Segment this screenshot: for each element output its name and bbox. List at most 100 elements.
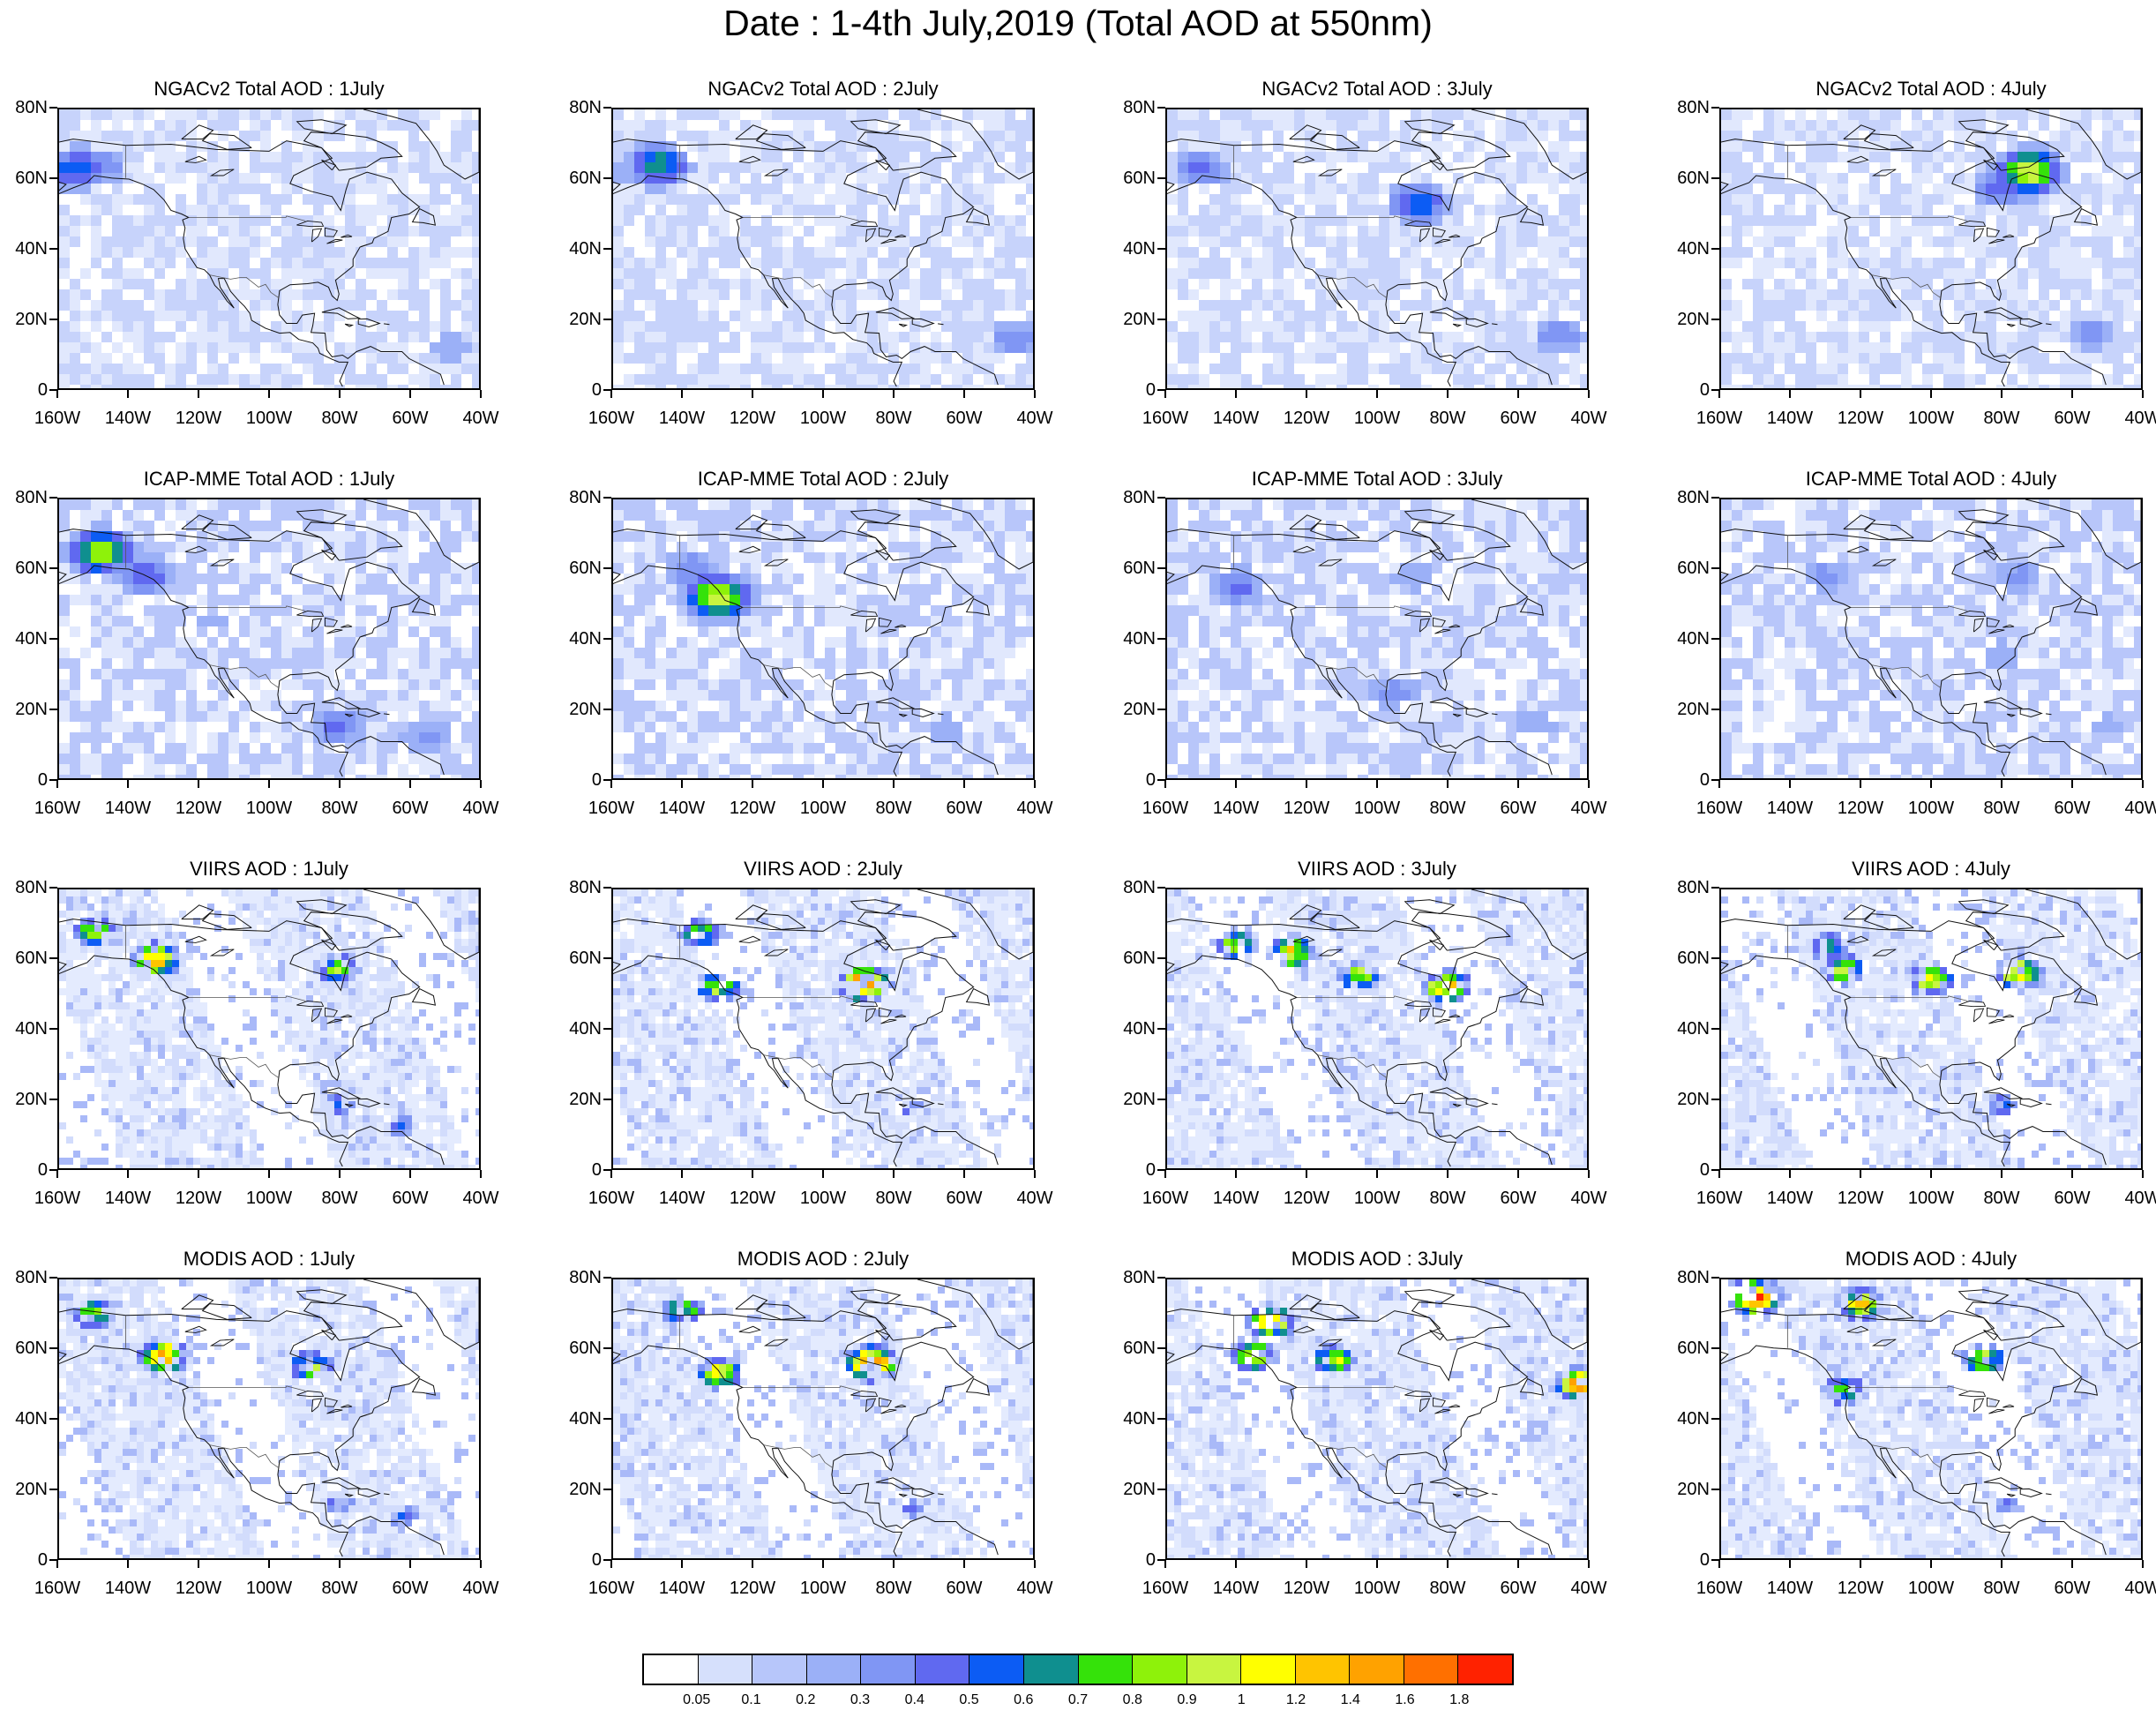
lat-tick <box>1157 107 1165 109</box>
coastline <box>857 1301 957 1341</box>
lon-tick-label: 100W <box>234 409 304 427</box>
coastline <box>857 131 957 171</box>
coastline <box>1404 119 1456 135</box>
colorbar-label: 0.4 <box>888 1692 941 1708</box>
coastline <box>1721 175 2011 387</box>
lat-tick <box>49 1418 57 1420</box>
lat-tick-label: 0 <box>0 381 48 399</box>
political-border <box>742 1385 860 1391</box>
lat-tick <box>603 638 611 640</box>
coastline <box>360 244 368 248</box>
colorbar-label: 0.8 <box>1106 1692 1159 1708</box>
coastline <box>1519 207 1545 226</box>
lon-tick-label: 140W <box>1755 1579 1825 1597</box>
coastline <box>1411 1301 1511 1341</box>
lon-tick <box>752 1170 753 1178</box>
lon-tick-label: 40W <box>445 409 516 427</box>
lon-tick <box>1034 1170 1036 1178</box>
coastline <box>875 697 916 709</box>
lon-tick <box>339 390 341 398</box>
coastline <box>917 109 1033 180</box>
map-frame <box>1719 108 2143 390</box>
lon-tick-label: 40W <box>999 1579 1070 1597</box>
lon-tick <box>2071 390 2073 398</box>
lat-tick-label: 80N <box>554 99 602 116</box>
aod-map <box>1721 109 2141 388</box>
lat-tick <box>1157 497 1165 499</box>
coastline <box>181 1294 214 1310</box>
lat-tick <box>1711 1347 1719 1349</box>
lon-tick-label: 160W <box>1130 409 1201 427</box>
lon-tick-label: 80W <box>1412 1189 1483 1207</box>
coastline <box>360 1414 368 1418</box>
lat-tick-label: 80N <box>554 1269 602 1286</box>
lake-outline <box>325 1397 338 1407</box>
coastline <box>875 159 891 171</box>
aod-field <box>59 109 479 388</box>
lat-tick <box>1711 887 1719 889</box>
coastline <box>344 323 355 327</box>
aod-field <box>1721 109 2141 388</box>
lake-outline <box>850 220 879 228</box>
panel-title: ICAP-MME Total AOD : 4July <box>1662 468 2156 490</box>
lat-tick-label: 20N <box>1108 311 1156 328</box>
aod-map <box>59 499 479 778</box>
coastline <box>1721 139 2107 386</box>
lat-tick <box>1711 389 1719 391</box>
coastline <box>875 549 891 561</box>
lon-tick-label: 60W <box>375 1579 445 1597</box>
lat-tick <box>1711 709 1719 710</box>
lon-tick-label: 140W <box>1201 799 1271 817</box>
lat-tick-label: 0 <box>554 771 602 789</box>
lat-tick-label: 80N <box>1662 489 1710 506</box>
panel-title: MODIS AOD : 3July <box>1108 1248 1646 1270</box>
lon-tick-label: 80W <box>304 409 375 427</box>
lake-outline <box>738 155 761 163</box>
lon-tick-label: 120W <box>1825 1579 1896 1597</box>
coastline <box>321 307 362 319</box>
coastline <box>755 1303 806 1320</box>
lon-tick <box>409 780 411 788</box>
coastline <box>357 1098 381 1108</box>
panel-title: NGACv2 Total AOD : 2July <box>554 78 1092 100</box>
coastline <box>1167 1345 1457 1557</box>
lat-tick <box>1157 389 1165 391</box>
lon-tick <box>1517 1170 1519 1178</box>
political-border <box>1871 664 1942 689</box>
coastline <box>363 109 479 180</box>
lon-tick-label: 160W <box>22 409 93 427</box>
lat-tick <box>603 1099 611 1100</box>
coastline <box>1404 509 1456 525</box>
coastline <box>1309 913 1360 930</box>
lat-tick-label: 60N <box>1662 559 1710 577</box>
lon-tick-label: 40W <box>2107 799 2156 817</box>
lon-tick-label: 100W <box>1896 1579 1966 1597</box>
political-border <box>1871 274 1942 299</box>
lon-tick-label: 140W <box>93 409 163 427</box>
lat-tick <box>603 1028 611 1030</box>
lon-tick-label: 40W <box>999 799 1070 817</box>
lake-outline <box>2003 624 2015 628</box>
figure-title: Date : 1-4th July,2019 (Total AOD at 550… <box>0 2 2156 45</box>
lon-tick <box>1447 1170 1449 1178</box>
lon-tick-label: 80W <box>304 799 375 817</box>
coastline <box>755 913 806 930</box>
lon-tick <box>1789 1170 1791 1178</box>
coastline <box>411 1377 437 1396</box>
lat-tick-label: 60N <box>554 169 602 187</box>
lon-tick-label: 60W <box>1483 1189 1553 1207</box>
lon-tick <box>1718 1560 1720 1568</box>
lake-outline <box>1871 169 1897 176</box>
lat-tick <box>1157 319 1165 320</box>
lon-tick <box>409 1170 411 1178</box>
lon-tick-label: 40W <box>1553 799 1624 817</box>
coastline <box>1452 713 1463 717</box>
coastline <box>1309 1303 1360 1320</box>
coastline <box>965 597 991 616</box>
coastline <box>344 713 355 717</box>
map-outlines <box>59 889 479 1167</box>
political-border <box>209 1054 280 1079</box>
aod-field <box>1167 499 1587 778</box>
lat-tick <box>603 1347 611 1349</box>
coastline <box>1429 307 1470 319</box>
